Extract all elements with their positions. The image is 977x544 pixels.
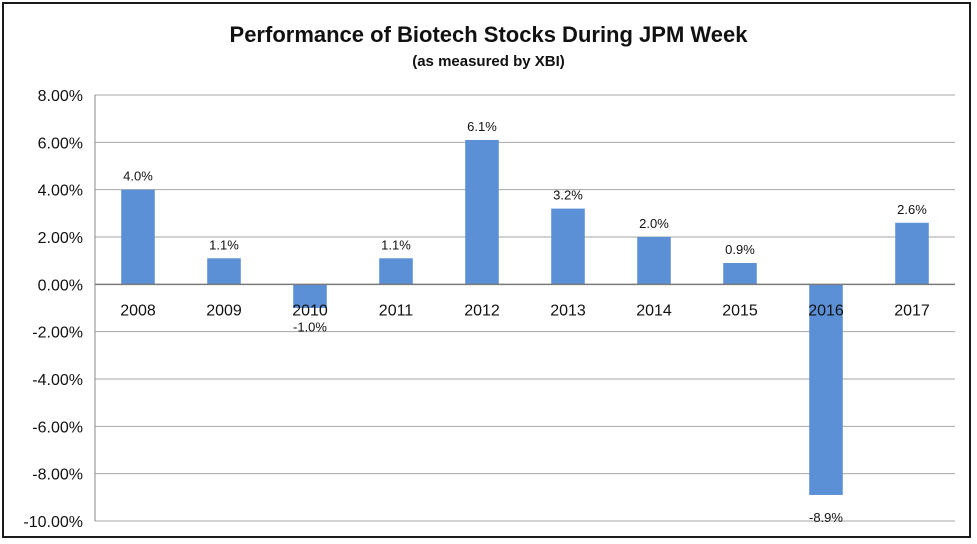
y-tick-label: 6.00% — [38, 135, 83, 152]
y-tick-label: -4.00% — [32, 372, 83, 389]
x-tick-label: 2016 — [808, 302, 844, 319]
y-tick-label: -10.00% — [23, 514, 83, 531]
bar — [551, 208, 585, 285]
data-label: 0.9% — [725, 242, 755, 257]
axes — [94, 95, 955, 521]
bar — [809, 284, 843, 495]
x-tick-label: 2012 — [464, 302, 500, 319]
bar — [293, 284, 327, 308]
data-label: -1.0% — [293, 319, 327, 334]
data-label: 4.0% — [123, 169, 153, 184]
bar — [379, 258, 413, 285]
data-label: 6.1% — [467, 119, 497, 134]
x-tick-label: 2011 — [379, 302, 414, 319]
y-tick-label: -2.00% — [32, 325, 83, 342]
bar — [637, 237, 671, 285]
labels: 8.00% 6.00% 4.00% 2.00% 0.00% -2.00% -4.00% -6.… — [23, 88, 929, 531]
data-label: 2.6% — [897, 202, 927, 217]
bars — [121, 139, 929, 495]
y-tick-label: 0.00% — [38, 277, 83, 294]
x-tick-label: 2010 — [292, 302, 328, 319]
y-tick-label: 2.00% — [38, 230, 83, 247]
data-label: 1.1% — [209, 237, 239, 252]
x-tick-label: 2015 — [722, 302, 758, 319]
x-tick-label: 2009 — [206, 302, 242, 319]
bar — [465, 139, 499, 285]
bar — [723, 263, 757, 285]
data-label: 1.1% — [381, 237, 411, 252]
bar — [121, 189, 155, 285]
x-tick-label: 2013 — [550, 302, 586, 319]
data-label: 2.0% — [639, 216, 669, 231]
data-label: -8.9% — [809, 510, 843, 525]
bar — [895, 222, 929, 285]
x-tick-label: 2008 — [120, 302, 156, 319]
x-tick-label: 2014 — [636, 302, 672, 319]
bar — [207, 258, 241, 285]
y-tick-label: 4.00% — [38, 183, 83, 200]
x-tick-label: 2017 — [894, 302, 930, 319]
data-label: 3.2% — [553, 188, 583, 203]
chart-title: Performance of Biotech Stocks During JPM… — [229, 22, 748, 47]
chart-subtitle: (as measured by XBI) — [412, 53, 565, 70]
y-tick-label: 8.00% — [38, 88, 83, 105]
y-tick-label: -8.00% — [32, 467, 83, 484]
y-tick-label: -6.00% — [32, 419, 83, 436]
